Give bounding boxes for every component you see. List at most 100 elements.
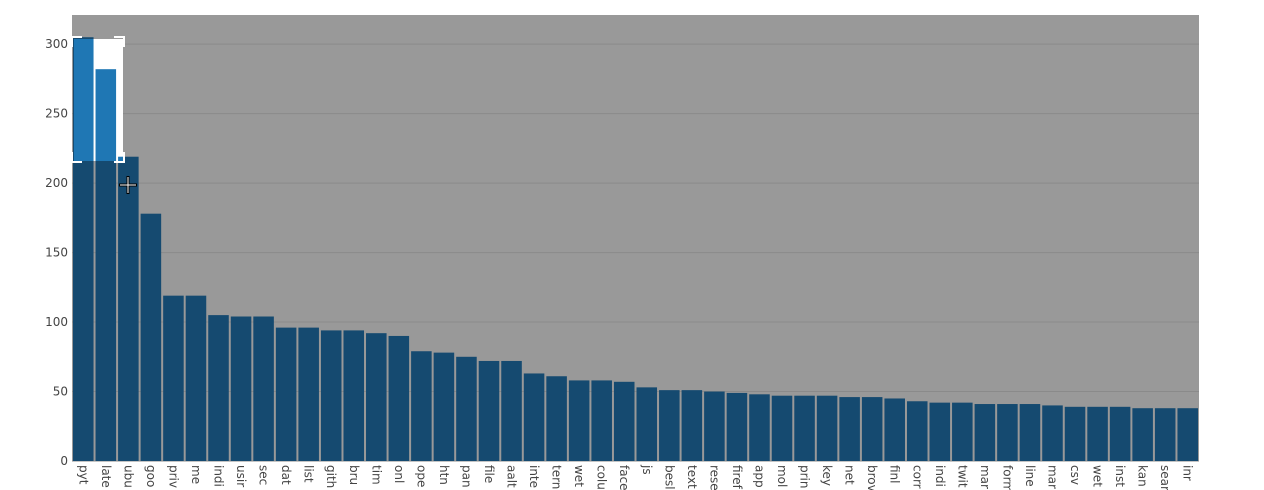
bar [433, 352, 455, 461]
selected-bars [74, 39, 123, 161]
bar [1087, 406, 1108, 461]
bar [478, 360, 500, 461]
x-tick-label: face [617, 465, 631, 490]
bar [704, 391, 725, 461]
y-tick-label: 50 [53, 385, 68, 399]
bar [681, 390, 703, 461]
x-tick-label: text [685, 465, 699, 489]
x-tick-label: brov [865, 465, 879, 490]
x-tick-label: prin [798, 465, 812, 489]
y-tick-label: 250 [45, 107, 68, 121]
bar [298, 327, 319, 461]
x-tick-label: bru [347, 465, 361, 485]
bar [726, 392, 748, 461]
bar [884, 398, 905, 461]
selected-bar [74, 39, 94, 161]
y-tick-label: 200 [45, 176, 68, 190]
x-tick-label: app [752, 465, 766, 488]
bar [568, 380, 590, 461]
x-tick-label: corr [910, 465, 924, 489]
y-tick-label: 150 [45, 246, 68, 260]
x-tick-label: indi [212, 465, 226, 487]
bar [929, 402, 951, 461]
x-tick-label: mar [978, 465, 992, 489]
bar [185, 295, 207, 461]
bar [1042, 405, 1063, 461]
x-tick-label: ope [414, 465, 428, 487]
bars [73, 37, 1198, 462]
bar [1132, 408, 1153, 461]
bar [1177, 408, 1198, 461]
x-tick-label: file [482, 465, 496, 483]
x-tick-label: form [1000, 465, 1014, 490]
selection-corners [71, 36, 125, 163]
bar [659, 390, 680, 461]
bar [253, 316, 274, 461]
x-tick-label: kan [1136, 465, 1150, 487]
x-tick-label: pan [459, 465, 473, 488]
x-tick-label: sec [257, 465, 271, 485]
x-tick-label: mol [775, 465, 789, 487]
bar [230, 316, 252, 461]
bar [794, 395, 815, 461]
bar [816, 395, 838, 461]
x-tick-label: tern [550, 465, 564, 489]
x-tick-label: js [640, 464, 654, 475]
bar [906, 401, 928, 461]
bar [366, 333, 387, 461]
x-tick-label: besl [662, 465, 676, 490]
bar [411, 351, 432, 461]
x-tick-label: dat [279, 465, 293, 485]
x-tick-label: finl [888, 465, 902, 484]
x-tick-label: indi [933, 465, 947, 487]
x-tick-label: inst [1113, 465, 1127, 487]
x-tick-label: rese [707, 465, 721, 490]
bar [591, 380, 612, 461]
x-tick-label: htn [437, 465, 451, 485]
bar [163, 295, 184, 461]
bar [501, 360, 522, 461]
y-tick-label: 0 [60, 454, 68, 468]
x-tick-label: twit [955, 465, 969, 488]
x-tick-label: priv [166, 465, 180, 488]
x-tick-label: colu [595, 465, 609, 490]
bar [275, 327, 297, 461]
x-tick-label: line [1023, 465, 1037, 487]
bar [118, 156, 139, 462]
x-tick-label: mar [1045, 465, 1059, 489]
bar [343, 330, 365, 461]
y-tick-label: 300 [45, 37, 68, 51]
bar [613, 381, 635, 461]
selected-bar [95, 69, 117, 161]
x-tick-label: ubu [121, 465, 135, 488]
selected-bar [118, 156, 123, 161]
x-tick-label: usir [234, 465, 248, 487]
x-tick-label: inte [527, 465, 541, 488]
bar [388, 335, 410, 461]
bar [636, 387, 658, 461]
bar [952, 402, 973, 461]
x-tick-label: csv [1068, 465, 1082, 485]
x-tick-label: inr [1181, 465, 1195, 481]
bar [546, 376, 567, 461]
x-tick-label: firef [730, 465, 744, 490]
bar [320, 330, 342, 461]
bar [456, 356, 477, 461]
x-tick-label: net [843, 465, 857, 485]
bar [208, 315, 229, 461]
bar [997, 404, 1018, 461]
bar [1154, 408, 1176, 461]
bar [523, 373, 545, 461]
x-tick-label: sear [1158, 465, 1172, 490]
cursor-inner [120, 177, 136, 193]
x-tick-label: pyt [76, 465, 90, 485]
x-tick-label: wet [1091, 465, 1105, 487]
x-tick-label: gith [324, 465, 338, 488]
x-tick-label: list [302, 465, 316, 483]
bar [861, 397, 883, 461]
bar [974, 404, 996, 461]
bar [749, 394, 770, 461]
y-tick-label: 100 [45, 315, 68, 329]
